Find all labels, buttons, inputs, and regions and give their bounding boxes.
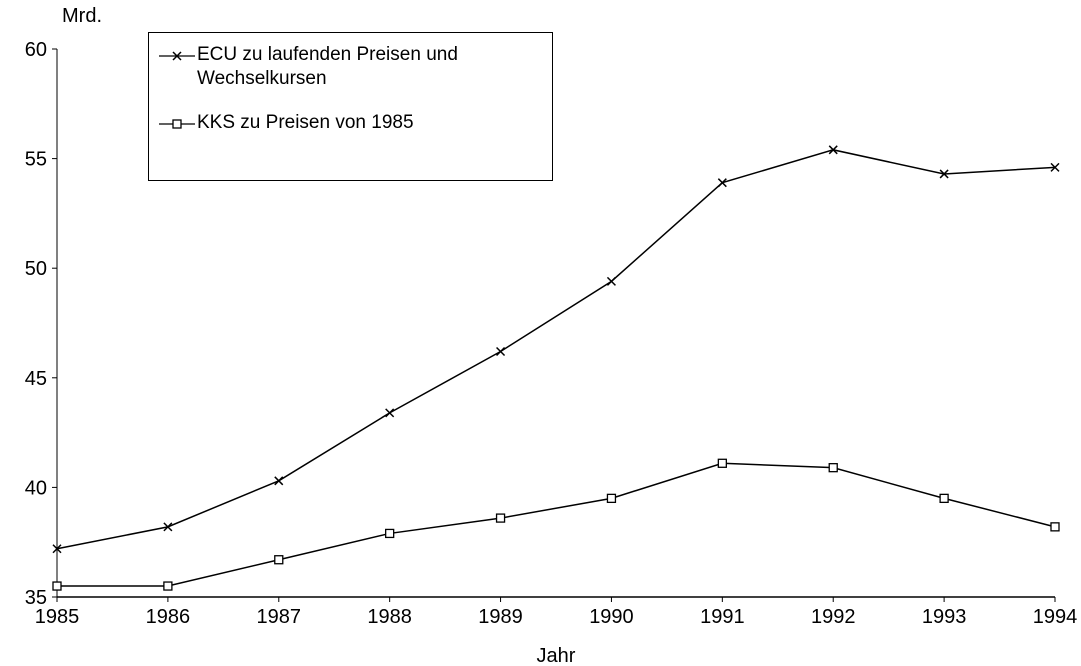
marker [163,522,173,532]
x-tick-label: 1992 [811,606,856,628]
marker [1050,522,1060,532]
marker [606,276,616,286]
y-tick-label: 55 [25,149,47,171]
y-tick-label: 35 [25,587,47,609]
marker [172,51,182,61]
x-tick-label: 1986 [146,606,191,628]
y-tick-label: 50 [25,258,47,280]
y-tick-label: 40 [25,477,47,499]
x-tick-label: 1993 [922,606,967,628]
x-tick-label: 1988 [367,606,412,628]
marker [939,169,949,179]
marker [606,493,617,504]
y-tick-label: 45 [25,368,47,390]
series-line [56,149,1056,550]
x-tick-label: 1985 [35,606,80,628]
x-axis-label: Jahr [537,645,576,666]
x-tick-label: 1987 [257,606,302,628]
legend-entry: KKS zu Preisen von 1985 [157,111,527,135]
legend-label: KKS zu Preisen von 1985 [197,112,414,133]
marker [496,346,506,357]
marker [828,463,838,473]
marker [163,581,173,591]
y-tick-label: 60 [25,39,47,61]
marker [52,544,62,554]
marker [274,555,284,565]
series-line [57,462,1056,587]
marker [385,528,395,539]
marker [385,408,395,418]
marker [274,476,284,486]
x-tick-label: 1994 [1033,606,1078,628]
marker [717,458,727,468]
legend-icon [159,51,195,61]
y-axis-label: Mrd. [62,5,102,27]
marker [1050,162,1060,172]
x-tick-label: 1991 [700,606,745,628]
marker [52,581,62,591]
legend-label: ECU zu laufenden Preisen und Wechselkurs… [197,44,458,89]
x-tick-label: 1990 [589,606,634,628]
legend: ECU zu laufenden Preisen und Wechselkurs… [148,32,553,181]
x-tick-label: 1989 [478,606,523,628]
marker [172,119,182,129]
marker [717,178,727,188]
legend-icon [159,119,195,129]
marker [939,493,949,504]
marker [828,145,838,155]
marker [495,513,506,523]
legend-entry: ECU zu laufenden Preisen und Wechselkurs… [157,43,527,91]
